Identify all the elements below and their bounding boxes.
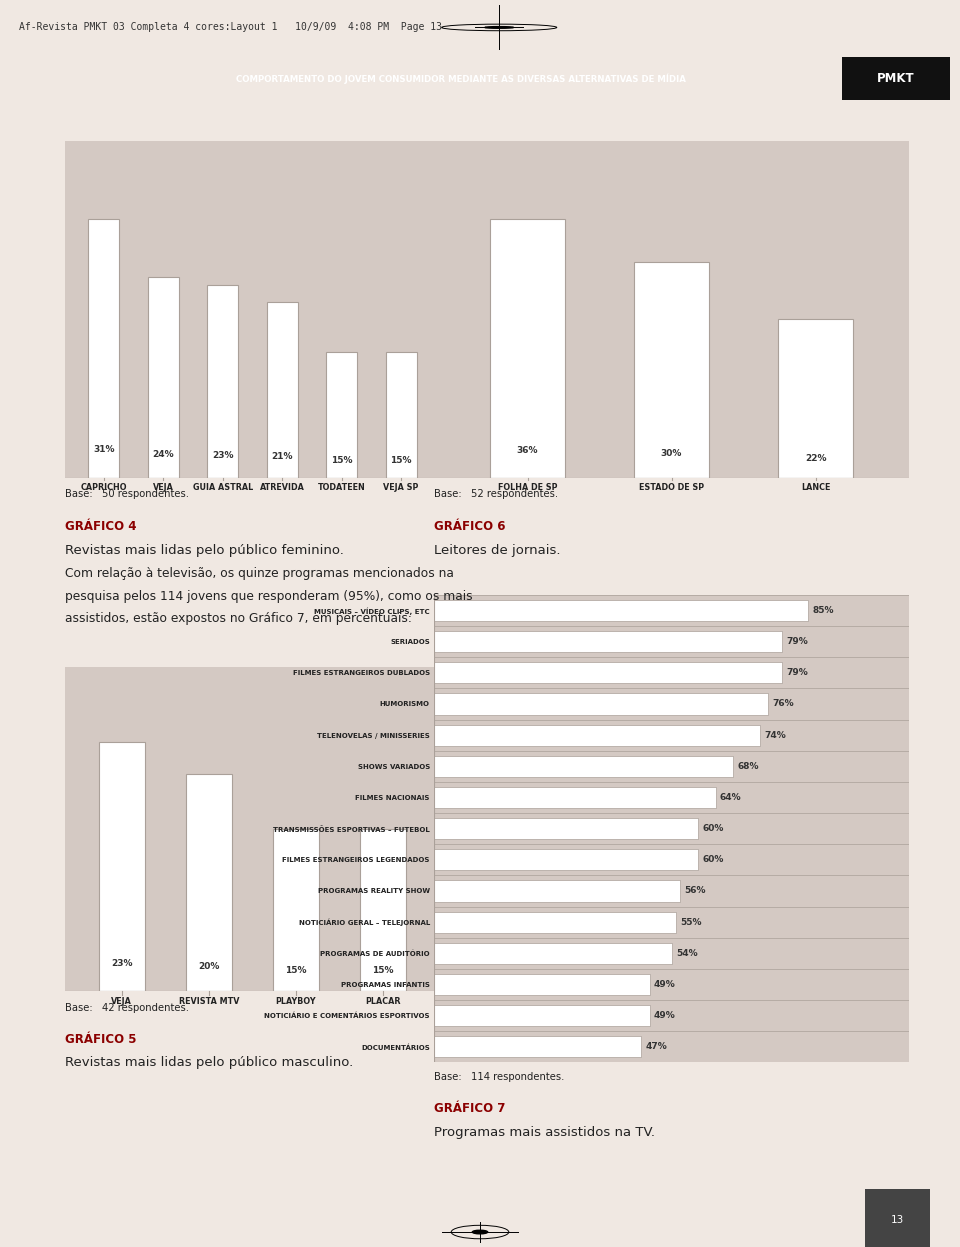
Text: Base:   42 respondentes.: Base: 42 respondentes.: [65, 1003, 189, 1013]
Text: GRÁFICO 4: GRÁFICO 4: [65, 520, 136, 532]
Bar: [386, 353, 417, 478]
Bar: [88, 218, 119, 478]
Bar: [434, 787, 715, 808]
Bar: [434, 943, 672, 964]
Text: GRÁFICO 7: GRÁFICO 7: [434, 1102, 505, 1115]
Bar: [842, 57, 950, 100]
Text: 56%: 56%: [684, 887, 707, 895]
Text: 49%: 49%: [654, 980, 676, 989]
Text: 31%: 31%: [93, 445, 114, 454]
Bar: [267, 302, 298, 478]
Bar: [434, 1005, 650, 1026]
Text: 74%: 74%: [764, 731, 785, 739]
Text: Af-Revista PMKT 03 Completa 4 cores:Layout 1   10/9/09  4:08 PM  Page 13: Af-Revista PMKT 03 Completa 4 cores:Layo…: [19, 22, 443, 32]
Text: 68%: 68%: [737, 762, 759, 771]
Bar: [434, 880, 681, 902]
Bar: [434, 818, 698, 839]
Text: GRÁFICO 6: GRÁFICO 6: [434, 520, 505, 532]
Bar: [148, 277, 179, 478]
Text: 60%: 60%: [703, 855, 724, 864]
Text: Revistas mais lidas pelo público feminino.: Revistas mais lidas pelo público feminin…: [65, 544, 344, 556]
Text: 15%: 15%: [391, 456, 412, 465]
Text: 79%: 79%: [786, 668, 807, 677]
Text: 20%: 20%: [199, 961, 220, 970]
Text: Leitores de jornais.: Leitores de jornais.: [434, 544, 561, 556]
Bar: [434, 662, 781, 683]
Text: Programas mais assistidos na TV.: Programas mais assistidos na TV.: [434, 1126, 655, 1139]
Circle shape: [472, 1231, 488, 1233]
Text: Base:   114 respondentes.: Base: 114 respondentes.: [434, 1072, 564, 1082]
Text: GRÁFICO 5: GRÁFICO 5: [65, 1033, 136, 1045]
Text: 47%: 47%: [645, 1042, 667, 1051]
Text: assistidos, estão expostos no Gráfico 7, em percentuais:: assistidos, estão expostos no Gráfico 7,…: [65, 612, 412, 625]
Bar: [635, 262, 708, 478]
Text: 36%: 36%: [516, 445, 539, 455]
Bar: [434, 912, 676, 933]
Circle shape: [485, 26, 514, 29]
Text: 64%: 64%: [720, 793, 741, 802]
Bar: [326, 353, 357, 478]
Bar: [207, 286, 238, 478]
Bar: [434, 693, 768, 715]
Text: Revistas mais lidas pelo público masculino.: Revistas mais lidas pelo público masculi…: [65, 1056, 353, 1069]
Text: 55%: 55%: [681, 918, 702, 927]
Text: COMPORTAMENTO DO JOVEM CONSUMIDOR MEDIANTE AS DIVERSAS ALTERNATIVAS DE MÍDIA: COMPORTAMENTO DO JOVEM CONSUMIDOR MEDIAN…: [236, 74, 685, 84]
Text: 54%: 54%: [676, 949, 698, 958]
Bar: [434, 974, 650, 995]
Text: 60%: 60%: [703, 824, 724, 833]
Bar: [778, 319, 853, 478]
Text: 15%: 15%: [285, 966, 307, 975]
Bar: [274, 829, 319, 991]
Text: 49%: 49%: [654, 1011, 676, 1020]
Bar: [434, 849, 698, 870]
Text: 23%: 23%: [212, 450, 233, 460]
Text: 30%: 30%: [660, 449, 683, 458]
Text: 15%: 15%: [331, 456, 352, 465]
Text: 85%: 85%: [812, 606, 834, 615]
Text: 21%: 21%: [272, 453, 293, 461]
Text: 13: 13: [891, 1215, 904, 1225]
Bar: [490, 218, 564, 478]
Bar: [434, 631, 781, 652]
Text: Base:   50 respondentes.: Base: 50 respondentes.: [65, 489, 189, 499]
Text: Com relação à televisão, os quinze programas mencionados na: Com relação à televisão, os quinze progr…: [65, 567, 454, 580]
Text: 79%: 79%: [786, 637, 807, 646]
Bar: [99, 742, 145, 991]
Text: 24%: 24%: [153, 450, 174, 459]
Bar: [360, 829, 406, 991]
Bar: [434, 725, 759, 746]
Text: Base:   52 respondentes.: Base: 52 respondentes.: [434, 489, 558, 499]
Text: 15%: 15%: [372, 966, 394, 975]
Bar: [186, 774, 231, 991]
Bar: [434, 1036, 640, 1057]
Bar: [434, 600, 808, 621]
Text: 76%: 76%: [773, 700, 794, 708]
Text: 22%: 22%: [804, 454, 827, 463]
Text: pesquisa pelos 114 jovens que responderam (95%), como os mais: pesquisa pelos 114 jovens que respondera…: [65, 590, 473, 602]
Bar: [434, 756, 733, 777]
Text: 23%: 23%: [111, 959, 132, 968]
Text: PMKT: PMKT: [876, 72, 915, 85]
